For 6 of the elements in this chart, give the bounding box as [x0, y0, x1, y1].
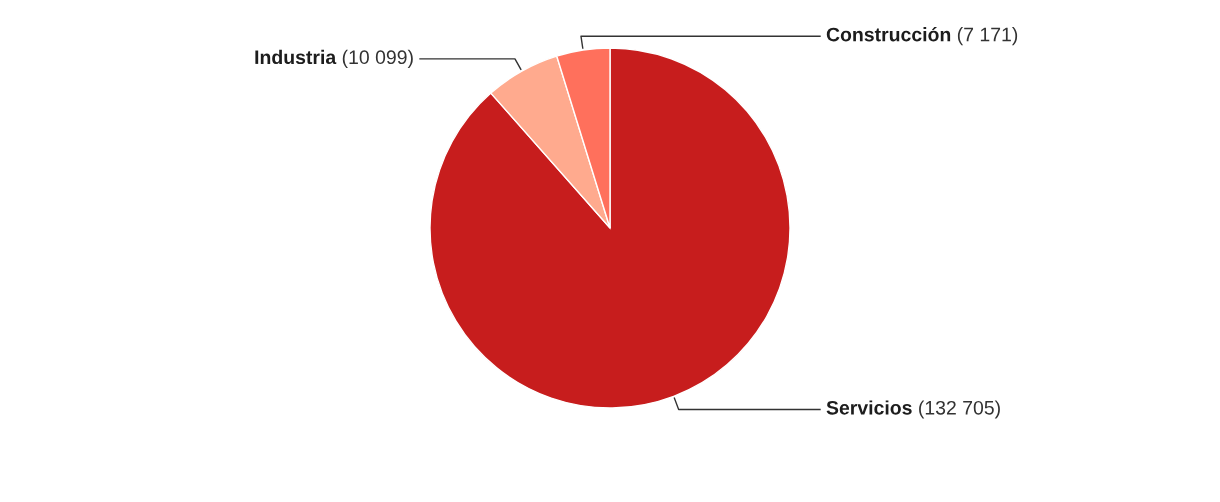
slice-label: Industria: [255, 49, 337, 65]
slice-label: Construcción: [826, 26, 951, 42]
data-label: (10 099): [342, 49, 413, 68]
data-label: (132 705): [919, 400, 1000, 419]
slice-label: Servicios: [826, 400, 912, 415]
data-label: (7 171): [957, 27, 1018, 46]
